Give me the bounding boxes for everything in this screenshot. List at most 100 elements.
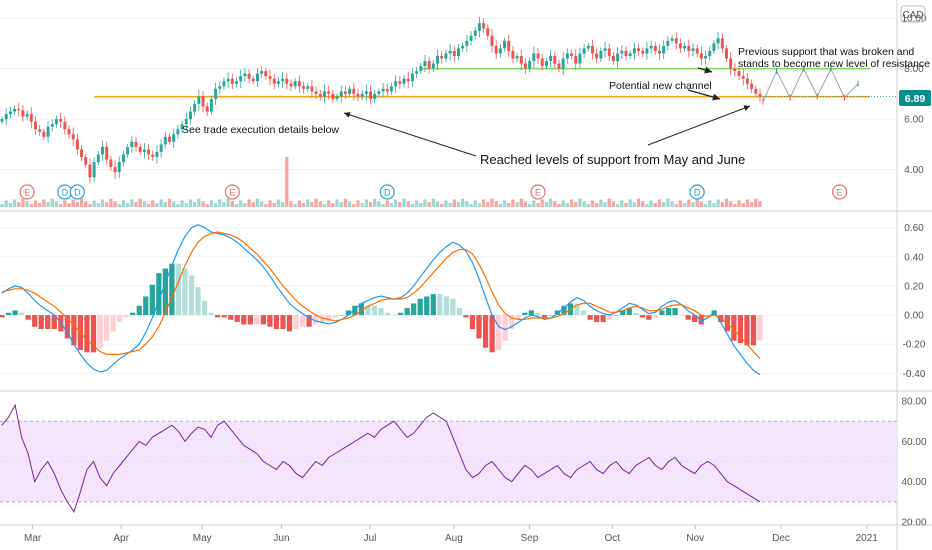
macd-histogram-bar bbox=[149, 284, 155, 316]
macd-histogram-bar bbox=[692, 315, 698, 323]
candle-body bbox=[465, 40, 469, 46]
volume-bar bbox=[42, 199, 46, 207]
macd-histogram-bar bbox=[286, 315, 293, 332]
volume-bar bbox=[352, 204, 356, 207]
candle-body bbox=[50, 124, 54, 127]
volume-bar bbox=[138, 198, 142, 207]
volume-bar bbox=[473, 200, 477, 207]
volume-bar bbox=[25, 201, 29, 207]
candle-body bbox=[498, 48, 502, 54]
event-marker-earnings bbox=[19, 184, 35, 200]
volume-bar bbox=[527, 204, 532, 207]
volume-bar bbox=[569, 199, 574, 207]
volume-bars bbox=[0, 157, 762, 207]
candle-body bbox=[540, 58, 544, 67]
candle-body bbox=[544, 61, 548, 67]
candle-body bbox=[29, 114, 33, 122]
volume-bar bbox=[63, 200, 67, 207]
macd-histogram-bar bbox=[535, 312, 541, 316]
macd-histogram-bar bbox=[136, 305, 142, 316]
volume-bar bbox=[720, 202, 724, 207]
volume-bar bbox=[624, 203, 628, 207]
candle-body bbox=[8, 111, 12, 115]
volume-bar bbox=[201, 201, 205, 207]
candle-body bbox=[712, 43, 716, 51]
volume-bar bbox=[29, 204, 33, 207]
arrow-to-nov-support bbox=[647, 105, 751, 146]
volume-bar bbox=[84, 201, 88, 207]
volume-bar bbox=[163, 202, 168, 207]
time-tick-label: Nov bbox=[686, 533, 704, 544]
candle-body bbox=[184, 119, 188, 125]
rsi-tick-label: 40.00 bbox=[901, 477, 926, 488]
currency-badge[interactable] bbox=[900, 5, 926, 23]
volume-bar bbox=[682, 203, 687, 207]
macd-histogram-bar bbox=[110, 315, 116, 332]
macd-histogram-bar bbox=[182, 268, 188, 316]
volume-bar bbox=[490, 198, 494, 207]
time-tick-label: Jun bbox=[273, 533, 289, 544]
candle-body bbox=[687, 45, 691, 51]
macd-histogram-bar bbox=[411, 303, 417, 316]
macd-histogram-bar bbox=[659, 310, 665, 316]
macd-histogram-bar bbox=[143, 296, 149, 316]
volume-bar bbox=[741, 203, 745, 207]
volume-bar bbox=[599, 199, 603, 207]
candle-body bbox=[699, 53, 703, 59]
macd-histogram-bar bbox=[554, 310, 561, 316]
volume-bar bbox=[440, 204, 444, 207]
rsi-tick-label: 80.00 bbox=[901, 397, 926, 408]
volume-bar bbox=[657, 199, 662, 207]
candle-body bbox=[691, 48, 695, 51]
rsi-tick-label: 60.00 bbox=[901, 437, 926, 448]
volume-bar bbox=[364, 199, 369, 207]
macd-histogram-bar bbox=[744, 315, 750, 346]
volume-bar bbox=[293, 204, 297, 207]
candle-body bbox=[486, 28, 490, 36]
macd-histogram-bar bbox=[38, 315, 44, 330]
volume-bar bbox=[574, 202, 578, 207]
candle-body bbox=[461, 45, 465, 49]
volume-bar bbox=[515, 202, 519, 207]
volume-bar bbox=[125, 203, 130, 207]
event-marker-dividend bbox=[689, 184, 705, 200]
volume-bar bbox=[268, 200, 272, 207]
candle-body bbox=[4, 114, 8, 120]
candle-body bbox=[201, 96, 205, 107]
macd-histogram-bar bbox=[299, 315, 306, 327]
candle-body bbox=[469, 35, 473, 41]
candle-body bbox=[306, 86, 310, 89]
macd-histogram-bar bbox=[384, 312, 391, 316]
macd-histogram-bar bbox=[698, 315, 704, 325]
volume-bar bbox=[557, 204, 561, 207]
candle-body bbox=[716, 38, 720, 44]
macd-histogram-bar bbox=[169, 263, 175, 316]
macd-histogram-bar bbox=[215, 315, 221, 318]
volume-bar bbox=[578, 198, 582, 207]
macd-histogram-bar bbox=[25, 315, 31, 320]
time-tick-label: Apr bbox=[113, 533, 129, 544]
macd-histogram-bar bbox=[254, 315, 260, 325]
candle-body bbox=[628, 53, 632, 56]
macd-histogram-bar bbox=[587, 315, 593, 320]
candle-body bbox=[318, 93, 322, 97]
volume-bar bbox=[121, 200, 126, 207]
candle-body bbox=[473, 30, 477, 36]
event-marker-label: E bbox=[535, 188, 541, 198]
volume-bar bbox=[494, 201, 498, 207]
volume-bar bbox=[590, 200, 595, 207]
currency-label: CAD bbox=[902, 10, 923, 21]
volume-bar bbox=[632, 202, 637, 207]
candle-body bbox=[348, 88, 352, 94]
macd-histogram-bar bbox=[450, 298, 456, 316]
macd-histogram-bar bbox=[326, 315, 332, 323]
candle-body bbox=[272, 78, 276, 84]
macd-histogram-bar bbox=[496, 315, 502, 351]
volume-bar bbox=[71, 199, 75, 207]
candle-body bbox=[419, 66, 423, 72]
candle-body bbox=[285, 78, 289, 84]
volume-bar bbox=[113, 201, 117, 207]
zigzag-path bbox=[762, 67, 859, 102]
